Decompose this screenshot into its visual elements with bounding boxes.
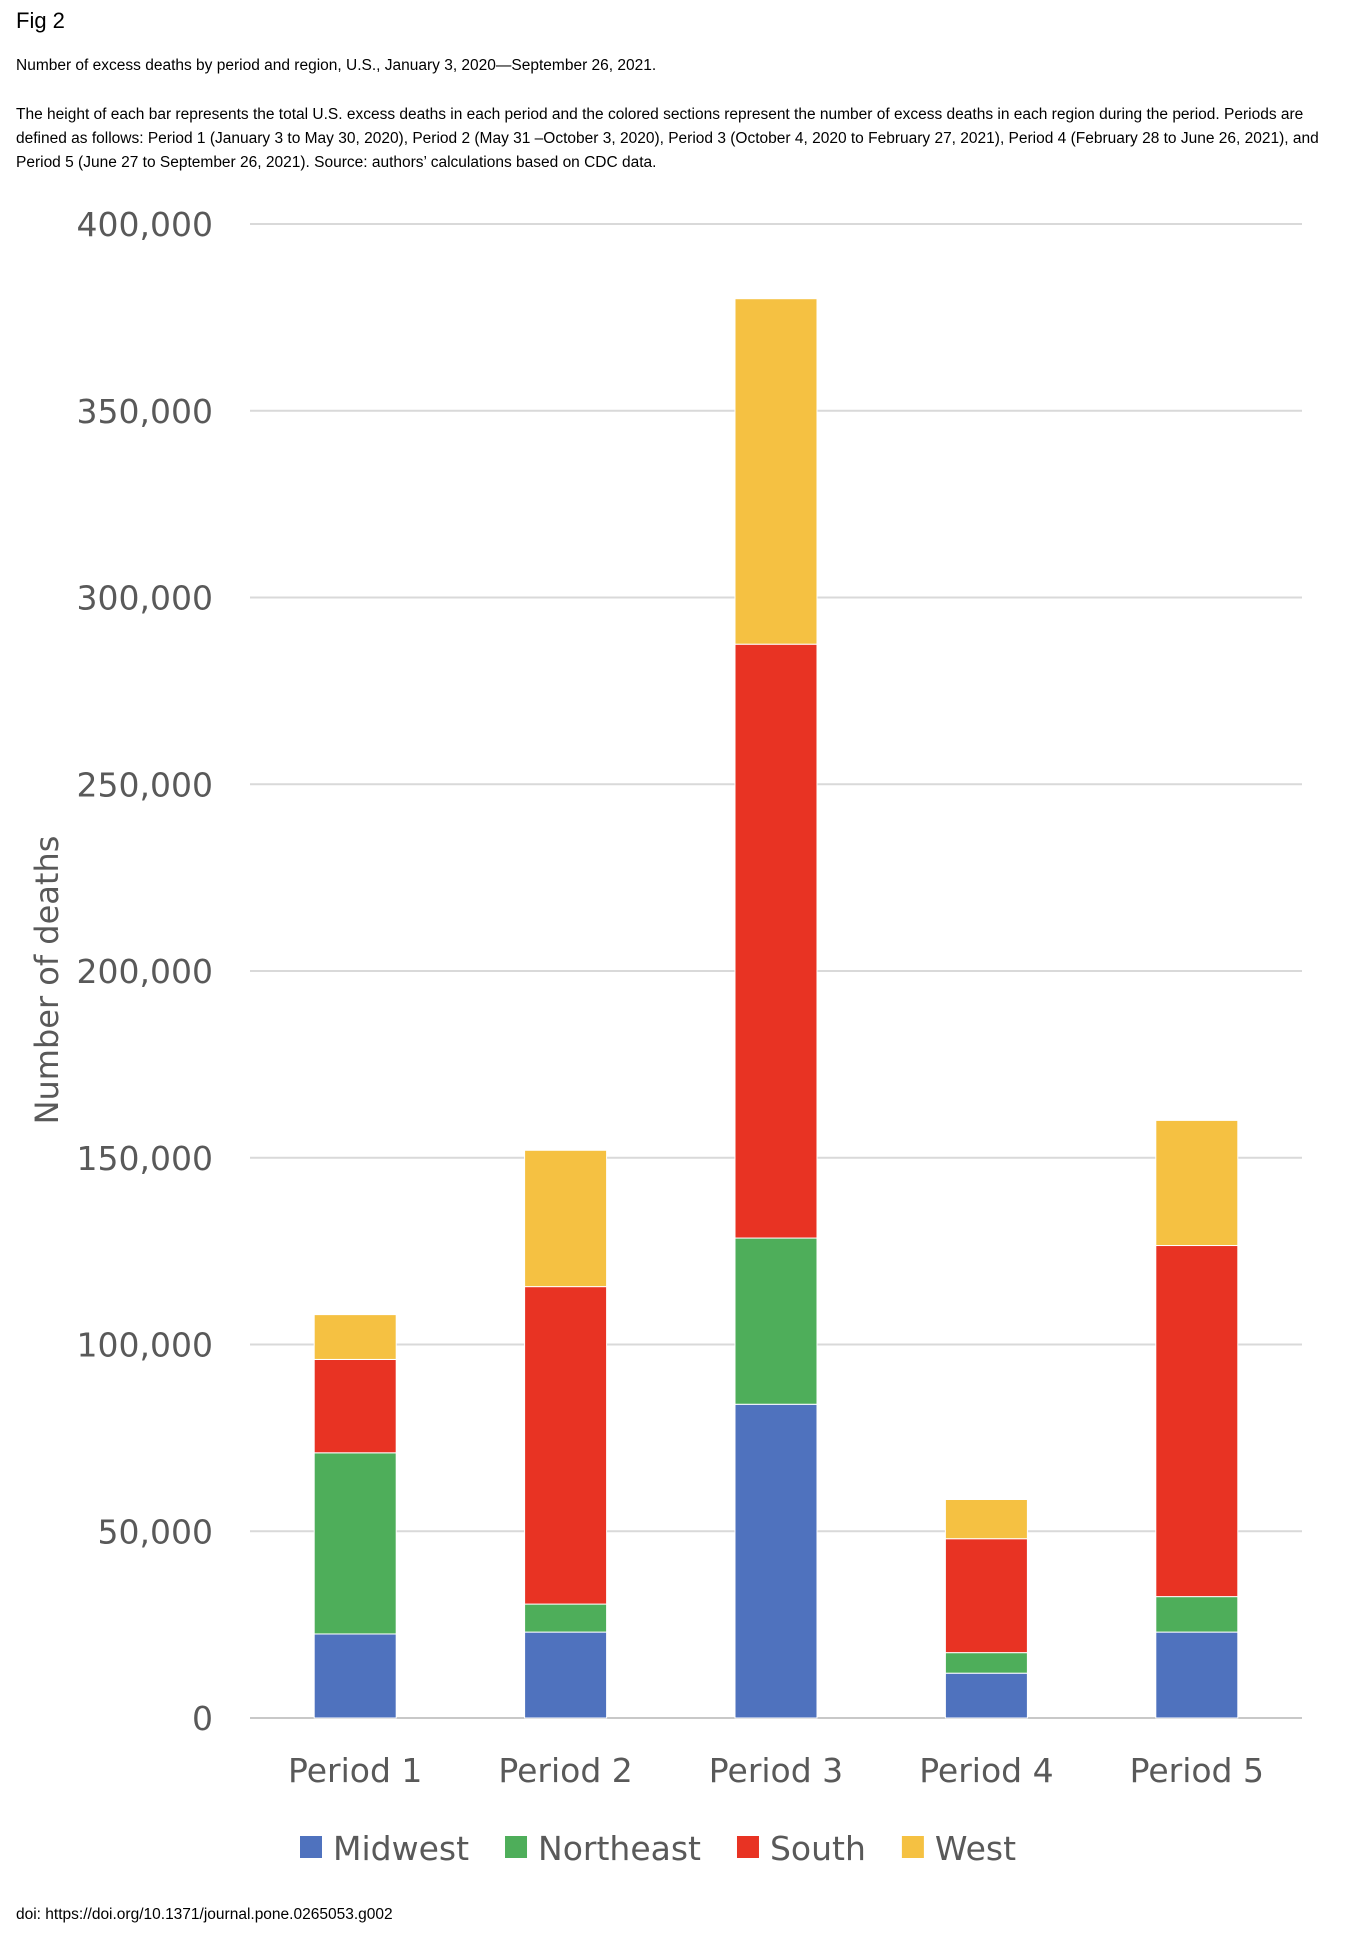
bar-segment-west bbox=[1155, 1119, 1239, 1247]
x-category-label: Period 1 bbox=[288, 1751, 422, 1790]
x-axis-categories: Period 1 Period 2 Period 3 Period 4 Period 5 bbox=[288, 1751, 1264, 1790]
y-tick-label: 300,000 bbox=[77, 579, 213, 618]
bar-segment-midwest bbox=[313, 1633, 397, 1719]
legend-label-northeast: Northeast bbox=[538, 1829, 701, 1868]
y-tick-label: 50,000 bbox=[98, 1512, 213, 1551]
bar-segment-south bbox=[524, 1286, 608, 1605]
bar-segment-west bbox=[313, 1314, 397, 1360]
y-axis-label: Number of deaths bbox=[28, 836, 66, 1125]
bar-segment-west bbox=[524, 1149, 608, 1288]
x-category-label: Period 2 bbox=[498, 1751, 632, 1790]
y-axis-ticks: 0 50,000 100,000 150,000 200,000 250,000 300,0… bbox=[77, 205, 213, 1738]
x-category-label: Period 5 bbox=[1130, 1751, 1264, 1790]
y-tick-label: 350,000 bbox=[77, 392, 213, 431]
bar-segment-midwest bbox=[1155, 1631, 1239, 1719]
figure-title: Number of excess deaths by period and re… bbox=[16, 57, 657, 74]
legend-label-midwest: Midwest bbox=[333, 1829, 469, 1868]
legend-label-south: South bbox=[770, 1829, 866, 1868]
figure-caption: The height of each bar represents the to… bbox=[16, 106, 1319, 171]
legend-swatch-northeast bbox=[505, 1836, 528, 1858]
doi-link[interactable]: doi: https://doi.org/10.1371/journal.pon… bbox=[16, 1906, 393, 1923]
bar-segment-northeast bbox=[1155, 1596, 1239, 1633]
legend-swatch-west bbox=[901, 1836, 924, 1858]
bar-segment-midwest bbox=[734, 1403, 818, 1719]
bar-segment-south bbox=[734, 643, 818, 1239]
bar-segment-northeast bbox=[313, 1452, 397, 1635]
y-tick-label: 100,000 bbox=[77, 1326, 213, 1365]
bar-segment-south bbox=[1155, 1245, 1239, 1598]
x-category-label: Period 4 bbox=[919, 1751, 1053, 1790]
y-tick-label: 0 bbox=[192, 1699, 213, 1738]
bar-segment-south bbox=[944, 1538, 1028, 1654]
y-tick-label: 200,000 bbox=[77, 952, 213, 991]
y-tick-label: 150,000 bbox=[77, 1139, 213, 1178]
bar-segment-midwest bbox=[944, 1672, 1028, 1719]
bar-segment-northeast bbox=[734, 1237, 818, 1405]
bar-segment-northeast bbox=[524, 1603, 608, 1633]
figure-label: Fig 2 bbox=[16, 8, 65, 33]
bar-segment-northeast bbox=[944, 1652, 1028, 1674]
legend: Midwest Northeast South West bbox=[300, 1829, 1016, 1868]
bar-segment-south bbox=[313, 1358, 397, 1454]
x-category-label: Period 3 bbox=[709, 1751, 843, 1790]
y-tick-label: 250,000 bbox=[77, 765, 213, 804]
legend-label-west: West bbox=[935, 1829, 1016, 1868]
bars bbox=[313, 298, 1239, 1719]
bar-segment-west bbox=[944, 1499, 1028, 1540]
y-tick-label: 400,000 bbox=[77, 205, 213, 244]
legend-swatch-south bbox=[736, 1836, 759, 1858]
bar-segment-west bbox=[734, 298, 818, 645]
legend-swatch-midwest bbox=[300, 1836, 322, 1858]
bar-segment-midwest bbox=[524, 1631, 608, 1719]
